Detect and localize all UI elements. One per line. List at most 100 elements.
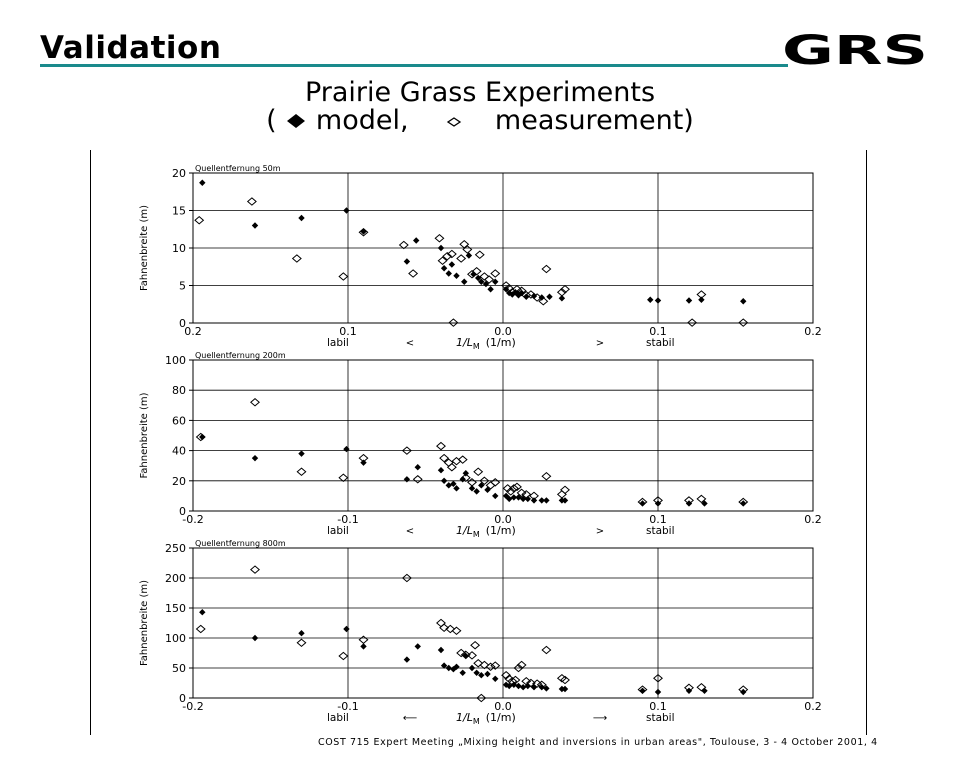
model-point [440, 265, 448, 272]
measurement-point [525, 290, 536, 299]
y-tick-label: 0 [179, 317, 186, 330]
measurement-point [490, 661, 501, 670]
measurement-point [556, 287, 567, 297]
measurement-point [456, 254, 467, 263]
measurement-point [513, 663, 524, 673]
measurement-point [560, 485, 570, 495]
measurement-point [637, 497, 648, 507]
model-point [509, 291, 516, 298]
measurement-point [508, 484, 519, 493]
measurement-point [398, 240, 409, 250]
measurement-point [195, 624, 206, 634]
model-point [251, 634, 259, 642]
y-tick-label: 150 [165, 602, 186, 615]
model-point [698, 296, 705, 303]
model-point [530, 497, 538, 504]
legend-model-label: model, [315, 105, 409, 136]
measurement-point [462, 245, 473, 254]
panel-label: Quellentfernung 200m [195, 351, 286, 360]
model-point [448, 261, 456, 268]
stabil-label: stabil [646, 525, 675, 537]
measurement-point [439, 623, 450, 633]
measurement-point [536, 680, 547, 690]
model-point [478, 278, 485, 285]
model-point [473, 488, 480, 495]
y-tick-label: 40 [172, 445, 186, 458]
plot-frame [192, 359, 814, 512]
measurement-point [479, 660, 490, 670]
model-point [515, 682, 522, 690]
measurement-point [446, 462, 457, 472]
y-tick-label: 5 [179, 280, 186, 293]
measurement-point [338, 473, 349, 483]
page-title: Validation [40, 30, 222, 66]
model-point [298, 630, 305, 637]
measurement-point [246, 197, 257, 206]
measurement-point [525, 678, 536, 688]
model-point [298, 450, 305, 457]
model-point [459, 669, 466, 676]
labil-label: labil [327, 712, 349, 724]
model-point [199, 609, 206, 616]
model-point [473, 669, 480, 676]
model-point [343, 445, 350, 453]
open-diamond-icon [446, 117, 461, 127]
footer-note: COST 715 Expert Meeting „Mixing height a… [318, 737, 878, 748]
model-point [445, 270, 452, 277]
x-tick-label: 0.0 [494, 325, 512, 338]
measurement-point [358, 635, 369, 645]
right-arrow-glyph: > [596, 526, 604, 537]
measurement-point [473, 467, 484, 476]
y-tick-label: 15 [172, 205, 186, 218]
x-tick-label: 0.0 [494, 700, 512, 713]
measurement-point [684, 683, 694, 693]
model-point [403, 258, 411, 265]
measurement-point [470, 640, 481, 650]
measurement-point [510, 675, 521, 685]
model-point [251, 222, 259, 229]
measurement-point [507, 676, 518, 686]
measurement-point [738, 497, 749, 507]
x-axis-label: 1/LM (1/m) [456, 336, 516, 351]
measurement-point [442, 251, 453, 261]
labil-label: labil [327, 525, 349, 537]
model-point [654, 688, 662, 696]
model-point [360, 459, 367, 466]
x-axis-label-unit: (1/m) [486, 524, 516, 537]
measurement-point [541, 264, 552, 274]
model-point [360, 643, 367, 650]
model-point [343, 207, 350, 214]
y-tick-label: 20 [172, 167, 186, 180]
labil-label: labil [327, 337, 349, 349]
grs-logo-text: GRS [782, 33, 928, 67]
measurement-point [436, 618, 446, 628]
measurement-point [696, 290, 707, 299]
measurement-point [505, 487, 516, 496]
legend-open-paren: ( [266, 105, 277, 136]
measurement-point [511, 284, 522, 294]
model-point [414, 643, 421, 650]
model-point [518, 289, 525, 297]
model-point [543, 685, 550, 692]
model-point [510, 681, 518, 688]
measurement-point [291, 254, 302, 263]
y-axis-label: Fahnenbreite (m) [139, 580, 150, 666]
model-point [343, 625, 350, 633]
model-point [538, 684, 545, 691]
measurement-point [484, 275, 495, 284]
x-tick-label: -0.2 [182, 513, 203, 526]
model-point [492, 675, 499, 682]
y-tick-label: 250 [165, 542, 186, 555]
measurement-point [474, 250, 485, 260]
filled-diamond-icon [287, 114, 306, 128]
measurement-point [516, 488, 527, 498]
measurement-point [560, 284, 570, 294]
measurement-point [471, 266, 482, 276]
chart-subtitle: Prairie Grass Experiments [304, 77, 656, 108]
y-axis-label: Fahnenbreite (m) [139, 392, 150, 478]
model-point [647, 296, 654, 303]
measurement-point [250, 398, 260, 407]
measurement-point [738, 685, 749, 694]
measurement-point [401, 573, 412, 583]
stabil-label: stabil [646, 337, 675, 349]
